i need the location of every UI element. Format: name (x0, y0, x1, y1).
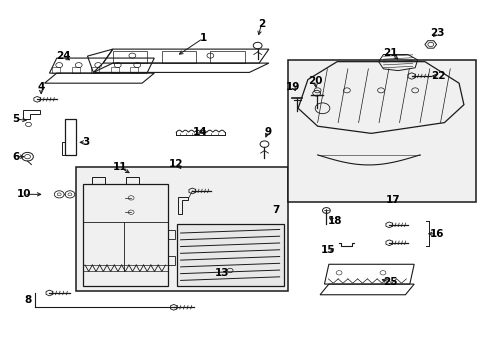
Bar (111, 67, 118, 73)
Bar (92, 177, 104, 184)
Text: 17: 17 (385, 195, 400, 205)
Bar (167, 230, 175, 239)
Bar (288, 60, 475, 202)
Bar (62, 142, 65, 155)
Text: 25: 25 (383, 277, 397, 287)
Text: 3: 3 (82, 138, 89, 147)
Bar (210, 51, 244, 63)
Text: 8: 8 (24, 295, 31, 305)
Bar (130, 67, 138, 73)
Text: 18: 18 (327, 216, 341, 226)
Text: 16: 16 (429, 229, 444, 239)
Text: 9: 9 (264, 127, 271, 136)
Bar (52, 67, 60, 73)
Bar (167, 256, 175, 265)
Bar (82, 184, 167, 286)
Text: 7: 7 (272, 206, 279, 216)
Bar (126, 177, 139, 184)
Text: 19: 19 (285, 82, 300, 92)
Text: 22: 22 (430, 71, 445, 81)
Bar (65, 119, 76, 155)
Text: 6: 6 (13, 152, 20, 162)
Text: 12: 12 (169, 159, 183, 169)
Bar (161, 51, 195, 63)
Text: 24: 24 (56, 51, 70, 61)
Bar (91, 67, 99, 73)
Text: 10: 10 (17, 189, 31, 199)
Text: 20: 20 (307, 76, 322, 86)
Text: 5: 5 (13, 114, 20, 124)
Text: 14: 14 (192, 127, 206, 136)
Text: 21: 21 (383, 48, 397, 58)
Bar (76, 167, 288, 291)
Text: 4: 4 (38, 82, 45, 93)
Bar (176, 225, 283, 286)
Text: 23: 23 (429, 28, 444, 38)
Bar (113, 51, 147, 63)
Text: 11: 11 (113, 162, 127, 172)
Text: 1: 1 (199, 33, 206, 43)
Text: 13: 13 (215, 268, 229, 278)
Bar (72, 67, 80, 73)
Text: 2: 2 (257, 19, 264, 29)
Text: 15: 15 (321, 245, 335, 255)
